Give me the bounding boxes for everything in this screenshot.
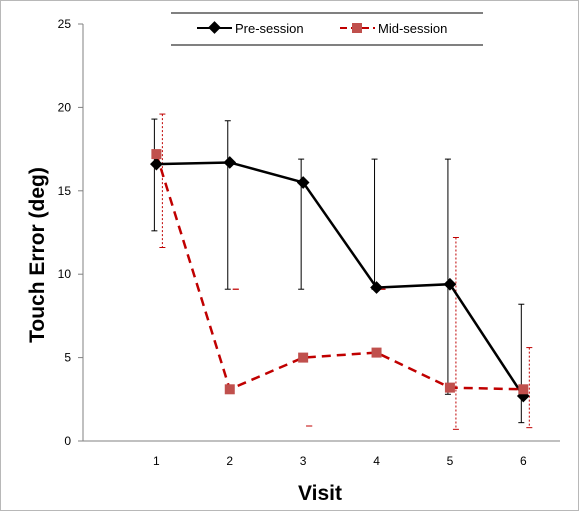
- pre-session-point: [443, 277, 457, 291]
- pre-session-point: [223, 156, 237, 169]
- legend-pre-label: Pre-session: [235, 21, 304, 36]
- x-tick-label: 4: [373, 454, 380, 468]
- pre-session-point: [370, 281, 383, 294]
- mid-session-point: [518, 384, 529, 395]
- x-axis-title: Visit: [298, 482, 342, 505]
- x-tick-label: 1: [153, 454, 160, 468]
- pre-session-point: [150, 157, 163, 171]
- y-tick-label: 15: [58, 184, 72, 198]
- x-tick-label: 5: [447, 454, 454, 468]
- legend-mid-label: Mid-session: [378, 21, 447, 36]
- mid-session-line: [155, 153, 524, 391]
- y-tick-label: 20: [58, 100, 72, 114]
- mid-session-point: [371, 347, 382, 358]
- x-tick-label: 6: [520, 454, 527, 468]
- mid-session-point: [224, 384, 235, 395]
- y-axis-title: Touch Error (deg): [26, 167, 49, 343]
- series-group: [150, 149, 530, 403]
- mid-session-point: [298, 352, 309, 363]
- y-tick-label: 10: [58, 267, 72, 281]
- mid-session-point: [444, 382, 455, 393]
- error-bars: [151, 113, 533, 430]
- y-tick-label: 5: [64, 351, 71, 365]
- x-tick-label: 3: [300, 454, 307, 468]
- x-tick-label: 2: [226, 454, 233, 468]
- legend: Pre-session Mid-session: [171, 12, 483, 46]
- axes: 0 5 10 15 20 25 1 2 3 4 5 6: [58, 17, 560, 468]
- legend-mid-marker: [352, 23, 362, 33]
- mid-session-point: [151, 149, 162, 160]
- legend-pre-marker: [208, 21, 221, 34]
- pre-session-point: [296, 176, 310, 189]
- y-tick-label: 0: [64, 434, 71, 448]
- y-tick-label: 25: [58, 17, 72, 31]
- pre-session-line: [156, 161, 525, 397]
